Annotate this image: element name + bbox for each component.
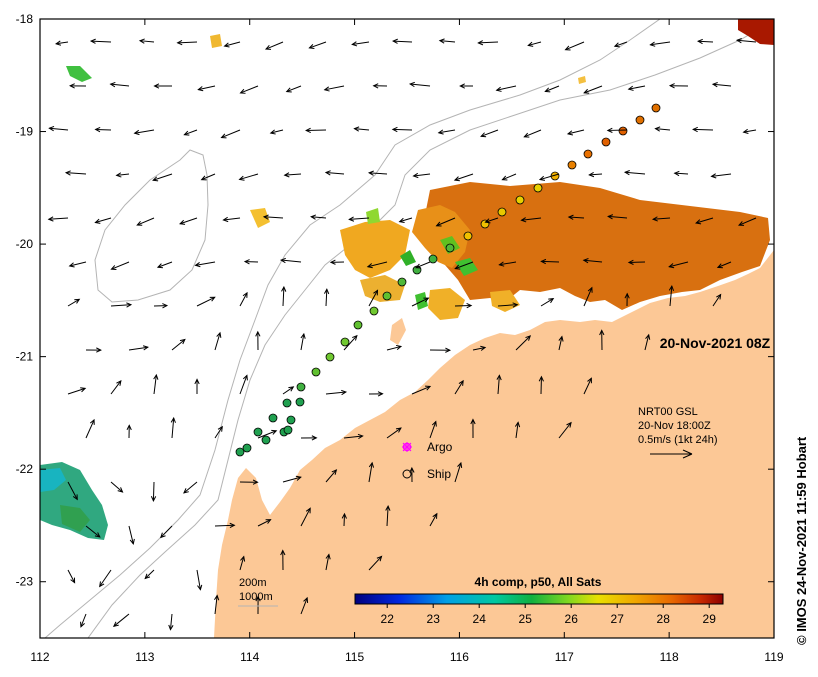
lat-tick-label: -21: [16, 350, 34, 364]
ship-marker: [498, 208, 506, 216]
lon-tick-label: 117: [555, 650, 574, 664]
ship-marker: [584, 150, 592, 158]
colorbar-title: 4h comp, p50, All Sats: [475, 575, 602, 589]
current-legend-line2: 20-Nov 18:00Z: [638, 420, 711, 432]
isobath-1000m-label: 1000m: [239, 591, 273, 603]
ship-marker: [269, 414, 277, 422]
map-timestamp: 20-Nov-2021 08Z: [660, 335, 771, 351]
colorbar-tick-label: 23: [427, 612, 441, 626]
lat-tick-label: -22: [16, 462, 34, 476]
current-arrow: [693, 129, 713, 130]
ship-marker: [297, 383, 305, 391]
lon-tick-label: 116: [450, 650, 469, 664]
lon-tick-label: 112: [30, 650, 49, 664]
current-legend-line3: 0.5m/s (1kt 24h): [638, 434, 717, 446]
current-arrow: [153, 482, 154, 501]
ship-marker: [652, 104, 660, 112]
ship-marker: [326, 353, 334, 361]
lon-tick-label: 113: [135, 650, 154, 664]
credit-text: © IMOS 24-Nov-2021 11:59 Hobart: [794, 436, 809, 645]
ship-marker: [516, 196, 524, 204]
ship-marker: [429, 255, 437, 263]
lat-tick-label: -23: [16, 575, 34, 589]
ship-marker: [283, 399, 291, 407]
lon-tick-label: 115: [345, 650, 364, 664]
current-arrow: [306, 130, 326, 131]
ship-marker: [287, 416, 295, 424]
colorbar-tick-label: 29: [703, 612, 717, 626]
ship-marker: [534, 184, 542, 192]
ship-marker: [354, 321, 362, 329]
ship-marker: [602, 138, 610, 146]
ship-marker: [312, 368, 320, 376]
ship-marker: [446, 244, 454, 252]
colorbar-gradient: [355, 594, 723, 604]
current-arrow: [541, 261, 559, 262]
ship-marker: [254, 428, 262, 436]
lon-tick-label: 114: [240, 650, 259, 664]
lat-tick-label: -19: [16, 125, 34, 139]
colorbar-tick-label: 26: [565, 612, 579, 626]
current-arrow: [96, 129, 111, 130]
lon-tick-label: 119: [764, 650, 783, 664]
lat-tick-label: -20: [16, 237, 34, 251]
ship-marker: [243, 444, 251, 452]
ship-marker: [262, 436, 270, 444]
current-arrow: [393, 129, 412, 130]
lat-tick-label: -18: [16, 12, 34, 26]
ship-marker: [636, 116, 644, 124]
colorbar-tick-label: 25: [519, 612, 533, 626]
isobath-200m-label: 200m: [239, 577, 267, 589]
ship-legend-label: Ship: [427, 467, 451, 481]
ship-marker: [296, 398, 304, 406]
ship-marker: [341, 338, 349, 346]
colorbar-tick-label: 27: [611, 612, 625, 626]
ship-marker: [398, 278, 406, 286]
ship-marker: [383, 292, 391, 300]
lon-tick-label: 118: [660, 650, 679, 664]
ship-marker: [284, 426, 292, 434]
argo-legend-cross: [402, 442, 412, 452]
argo-legend-label: Argo: [427, 440, 453, 454]
current-legend-line1: NRT00 GSL: [638, 406, 698, 418]
ship-marker: [568, 161, 576, 169]
ship-marker: [619, 127, 627, 135]
ship-marker: [464, 232, 472, 240]
ship-marker: [370, 307, 378, 315]
colorbar-tick-label: 24: [473, 612, 487, 626]
colorbar-tick-label: 28: [657, 612, 671, 626]
colorbar-tick-label: 22: [381, 612, 395, 626]
map-plot-area: 20-Nov-2021 08Z NRT00 GSL 20-Nov 18:00Z …: [40, 19, 774, 638]
